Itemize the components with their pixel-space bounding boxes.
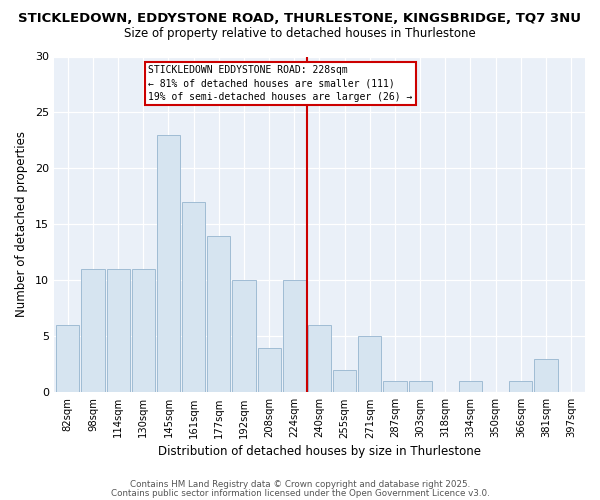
Bar [257, 348, 281, 393]
Bar [333, 370, 356, 392]
Text: Contains HM Land Registry data © Crown copyright and database right 2025.: Contains HM Land Registry data © Crown c… [130, 480, 470, 489]
X-axis label: Distribution of detached houses by size in Thurlestone: Distribution of detached houses by size … [158, 444, 481, 458]
Bar [132, 269, 155, 392]
Text: Size of property relative to detached houses in Thurlestone: Size of property relative to detached ho… [124, 28, 476, 40]
Bar [283, 280, 306, 392]
Bar [409, 381, 432, 392]
Bar [207, 236, 230, 392]
Bar [157, 135, 180, 392]
Bar [358, 336, 382, 392]
Bar [459, 381, 482, 392]
Bar [509, 381, 532, 392]
Bar [82, 269, 104, 392]
Bar [383, 381, 407, 392]
Bar [56, 325, 79, 392]
Text: STICKLEDOWN EDDYSTONE ROAD: 228sqm
← 81% of detached houses are smaller (111)
19: STICKLEDOWN EDDYSTONE ROAD: 228sqm ← 81%… [148, 66, 413, 102]
Bar [308, 325, 331, 392]
Bar [107, 269, 130, 392]
Text: STICKLEDOWN, EDDYSTONE ROAD, THURLESTONE, KINGSBRIDGE, TQ7 3NU: STICKLEDOWN, EDDYSTONE ROAD, THURLESTONE… [19, 12, 581, 26]
Y-axis label: Number of detached properties: Number of detached properties [15, 132, 28, 318]
Bar [535, 358, 557, 392]
Text: Contains public sector information licensed under the Open Government Licence v3: Contains public sector information licen… [110, 488, 490, 498]
Bar [182, 202, 205, 392]
Bar [232, 280, 256, 392]
